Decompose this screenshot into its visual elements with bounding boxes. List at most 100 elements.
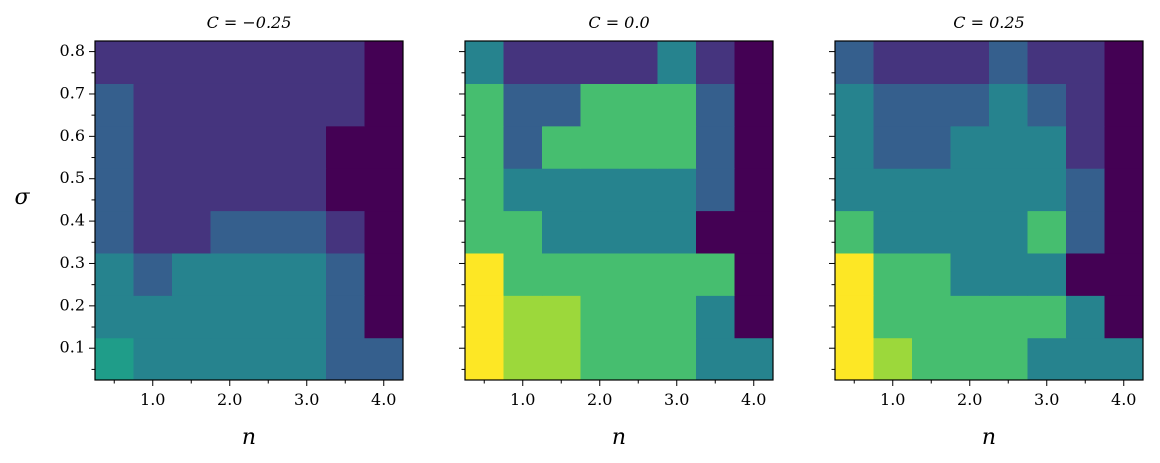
heatmap-cell [950,295,990,339]
heatmap-cell [912,337,952,380]
heatmap-cell [542,168,582,212]
heatmap-cell [95,125,135,169]
heatmap-cell [326,252,366,296]
x-tick-label: 4.0 [371,390,396,409]
panel-1: C = −0.25 1.0 2.0 3.0 4.0 0.1 0.2 0.3 0.4 0.5 0.6 0… [60,13,404,450]
heatmap-cell [873,295,913,339]
heatmap-cell [95,168,135,212]
heatmap-cell [210,41,250,84]
x-tick-label: 3.0 [1034,390,1059,409]
heatmap-cell [326,168,366,212]
heatmap-cell [95,337,135,380]
heatmap-cell [1027,210,1067,254]
heatmap-cell [465,83,505,127]
heatmap-cell [580,295,620,339]
heatmap-cell [133,83,173,127]
heatmap-cell [249,337,289,380]
x-tick-label: 1.0 [140,390,165,409]
heatmap-cell [133,168,173,212]
axes-frame [464,40,774,381]
heatmap-cell [619,337,659,380]
x-axis-label: n [612,425,626,450]
heatmap-cell [133,252,173,296]
heatmap-cell [619,252,659,296]
heatmap-cell [1104,252,1143,296]
x-tick-label: 1.0 [880,390,905,409]
heatmap-cell [542,83,582,127]
heatmap-cell [657,83,697,127]
heatmap-cell [210,337,250,380]
heatmap-cell [465,252,505,296]
y-tick-label: 0.6 [60,126,85,145]
heatmap-cell [133,210,173,254]
y-axis-label: σ [14,185,30,210]
heatmap-cell [503,210,543,254]
heatmap-cell [1066,41,1106,84]
heatmap-cell [95,295,135,339]
heatmap-cell [989,210,1029,254]
heatmap-cell [210,83,250,127]
heatmap-cell [657,337,697,380]
panel-title: C = 0.0 [588,13,649,32]
heatmap-cell [249,41,289,84]
heatmap-cell [619,168,659,212]
heatmap-cell [1104,210,1143,254]
heatmap-cell [912,41,952,84]
heatmap-cell [503,41,543,84]
heatmap-cell [503,252,543,296]
heatmap-cell [210,125,250,169]
y-tick-label: 0.1 [60,338,85,357]
heatmap-cell [172,125,212,169]
heatmap-cell [580,337,620,380]
heatmap-cell [95,41,135,84]
heatmap-cell [912,295,952,339]
heatmap-cell [989,337,1029,380]
heatmap-cell [734,41,773,84]
heatmap-cell [619,41,659,84]
heatmap-cell [287,41,327,84]
heatmap-cell [835,125,875,169]
heatmap-cell [542,41,582,84]
heatmap-cell [95,210,135,254]
heatmap-cell [364,41,403,84]
heatmap-cell [619,210,659,254]
heatmap-cell [1027,125,1067,169]
heatmap-cell [364,295,403,339]
heatmap-cell [133,125,173,169]
heatmap-cell [210,295,250,339]
heatmap-cell [1066,125,1106,169]
heatmap-cell [287,337,327,380]
heatmap-cell [542,125,582,169]
panel-2: C = 0.0 1.0 2.0 3.0 4.0 n [459,13,774,450]
heatmap-cell [835,337,875,380]
heatmap-cell [734,337,773,380]
heatmap-cell [249,210,289,254]
heatmap-cell [950,41,990,84]
heatmap-cell [287,210,327,254]
heatmap-cell [465,337,505,380]
heatmap-cell [950,168,990,212]
heatmap-cell [364,83,403,127]
heatmap-cell [989,168,1029,212]
heatmap-cell [835,83,875,127]
heatmap-cell [503,337,543,380]
x-tick-label: 3.0 [294,390,319,409]
heatmap-cell [465,41,505,84]
heatmap-cell [734,210,773,254]
heatmap-cell [210,168,250,212]
heatmap-cell [696,83,736,127]
panel-3: C = 0.25 1.0 2.0 3.0 4.0 n [829,13,1144,450]
heatmap-cell [542,252,582,296]
y-tick-label: 0.3 [60,253,85,272]
heatmap-cell [326,125,366,169]
heatmap-cell [364,252,403,296]
heatmap-cell [95,83,135,127]
heatmap-cell [950,210,990,254]
heatmap-cell [364,125,403,169]
heatmap-cell [133,41,173,84]
x-tick-label: 4.0 [741,390,766,409]
heatmap-cell [619,295,659,339]
heatmap-cell [950,125,990,169]
x-tick-label: 2.0 [957,390,982,409]
